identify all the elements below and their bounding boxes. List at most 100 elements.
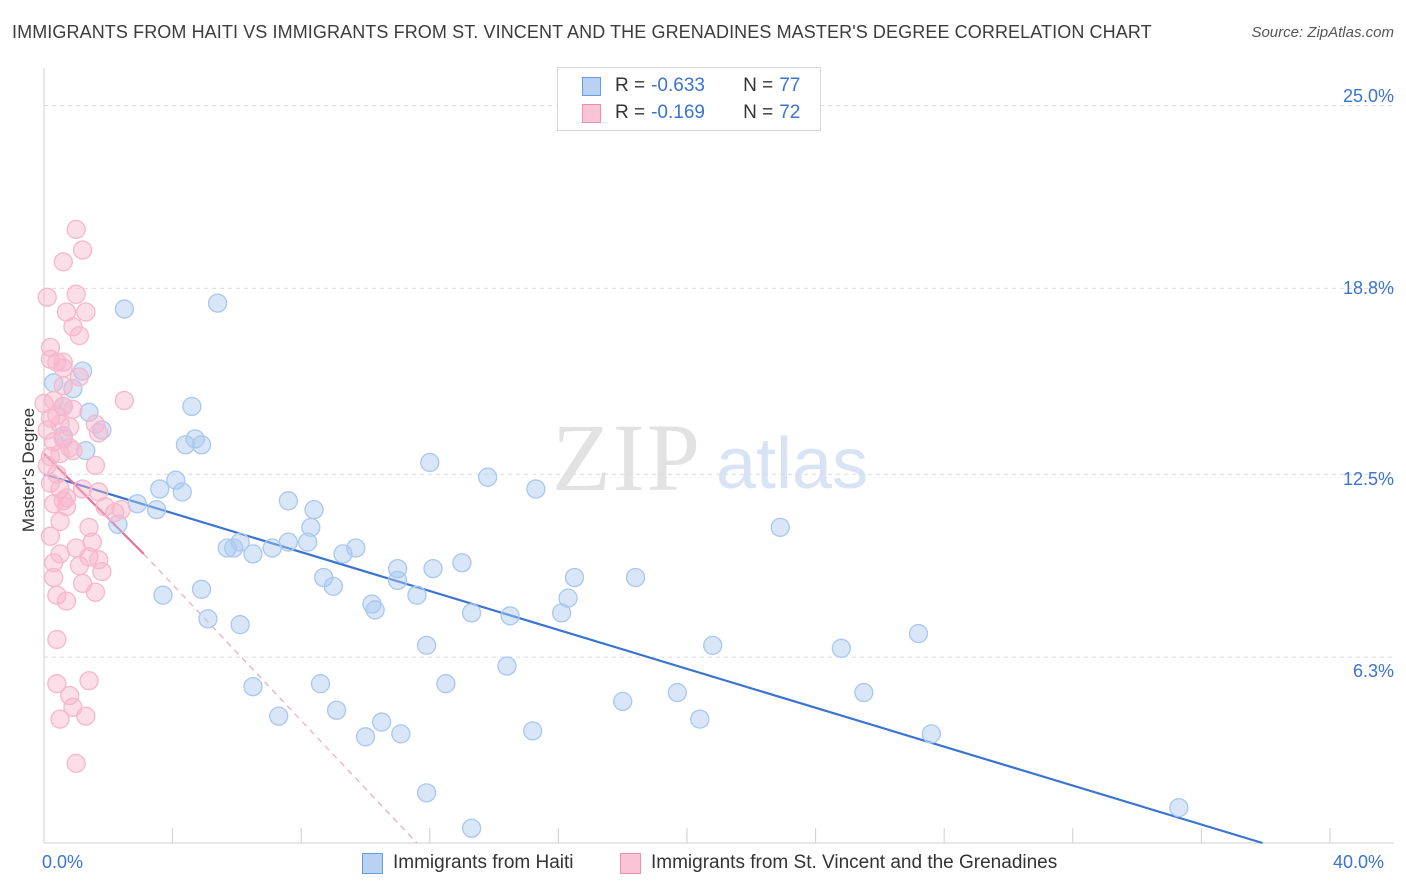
- haiti-point: [420, 452, 440, 473]
- n-value: 77: [779, 75, 801, 96]
- haiti-point: [269, 706, 289, 726]
- haiti-point: [416, 783, 437, 803]
- haiti-point: [278, 532, 298, 552]
- stvincent-point: [53, 491, 73, 511]
- r-value: -0.169: [651, 102, 705, 123]
- stvincent-point: [89, 423, 109, 443]
- stvincent-point: [92, 561, 112, 582]
- haiti-point: [625, 567, 646, 588]
- haiti-point: [297, 532, 318, 552]
- haiti-point: [770, 517, 790, 537]
- haiti-point: [278, 491, 298, 511]
- haiti-point: [127, 494, 147, 514]
- stvincent-point: [56, 591, 77, 611]
- haiti-point: [72, 361, 93, 381]
- data-points: [34, 219, 1189, 838]
- stvincent-point: [72, 240, 93, 260]
- haiti-point: [198, 609, 218, 629]
- stvincent-trend-extension: [143, 553, 418, 844]
- haiti-point: [436, 674, 456, 694]
- haiti-point: [108, 514, 128, 535]
- haiti-point: [452, 553, 472, 573]
- stvincent-point: [82, 532, 102, 552]
- stvincent-point: [114, 390, 135, 411]
- legend-item-stvincent: Immigrants from St. Vincent and the Gren…: [620, 852, 1057, 874]
- haiti-point: [667, 682, 688, 703]
- haiti-legend-swatch: [362, 852, 383, 874]
- stvincent-legend-label: Immigrants from St. Vincent and the Gren…: [651, 852, 1058, 873]
- haiti-point: [310, 674, 331, 694]
- stvincent-point: [53, 352, 73, 372]
- stvincent-point: [53, 376, 73, 396]
- stvincent-point: [76, 302, 96, 322]
- stats-legend-row-haiti: R = -0.633 N = 77: [582, 74, 800, 98]
- stvincent-point: [40, 526, 61, 546]
- y-tick-label: 6.3%: [1352, 661, 1394, 681]
- haiti-point: [461, 603, 482, 623]
- haiti-point: [362, 594, 382, 614]
- haiti-point: [703, 635, 723, 655]
- r-label: R =: [615, 75, 646, 96]
- stvincent-legend-swatch: [620, 852, 641, 874]
- haiti-point: [207, 293, 228, 313]
- stats-legend: R = -0.633 N = 77 R = -0.169 N = 72: [557, 67, 821, 131]
- haiti-point: [908, 623, 929, 644]
- x-tick-label-min: 0.0%: [42, 852, 84, 872]
- haiti-point: [146, 499, 167, 520]
- haiti-point: [423, 559, 443, 579]
- stvincent-point: [47, 674, 67, 694]
- haiti-point: [497, 656, 517, 676]
- stvincent-point: [69, 367, 90, 387]
- stvincent-point: [43, 553, 64, 573]
- haiti-point: [150, 479, 170, 499]
- chart-title: IMMIGRANTS FROM HAITI VS IMMIGRANTS FROM…: [12, 22, 1152, 42]
- stvincent-point: [72, 479, 93, 499]
- r-label: R =: [615, 102, 646, 123]
- y-axis-label: Master's Degree: [19, 407, 38, 533]
- stats-legend-row-stvincent: R = -0.169 N = 72: [582, 101, 800, 125]
- stvincent-point: [85, 455, 106, 476]
- grid-lines: [44, 105, 1394, 658]
- haiti-point: [182, 396, 202, 417]
- haiti-point: [500, 606, 520, 626]
- haiti-point: [262, 538, 282, 558]
- r-value: -0.633: [651, 75, 705, 96]
- haiti-point: [558, 588, 578, 608]
- haiti-point: [1169, 797, 1189, 818]
- stvincent-point: [37, 420, 57, 440]
- watermark-zip: ZIP: [552, 404, 702, 511]
- haiti-point: [191, 435, 212, 455]
- haiti-swatch: [582, 76, 601, 96]
- stvincent-point: [66, 538, 86, 558]
- haiti-point: [172, 482, 192, 502]
- haiti-point: [407, 585, 427, 605]
- stvincent-point: [79, 671, 99, 691]
- haiti-legend-label: Immigrants from Haiti: [393, 852, 574, 873]
- haiti-point: [301, 517, 321, 537]
- source-label: Source: ZipAtlas.com: [1251, 24, 1394, 41]
- stvincent-point: [66, 284, 86, 304]
- haiti-point: [387, 570, 408, 591]
- stvincent-trend-line: [43, 452, 145, 555]
- stvincent-swatch: [582, 103, 601, 123]
- haiti-point: [365, 600, 385, 620]
- trend-lines: [43, 452, 1263, 845]
- haiti-trend-line: [43, 473, 1263, 845]
- haiti-point: [191, 579, 212, 599]
- x-tick-label-max: 40.0%: [1333, 852, 1385, 872]
- stvincent-point: [63, 317, 83, 337]
- haiti-point: [921, 724, 941, 744]
- stvincent-point: [53, 252, 73, 272]
- haiti-point: [371, 712, 392, 732]
- stvincent-point: [47, 405, 67, 425]
- haiti-point: [461, 818, 482, 838]
- haiti-point: [153, 585, 173, 605]
- stvincent-point: [37, 287, 57, 307]
- haiti-point: [478, 467, 498, 487]
- haiti-point: [355, 727, 376, 747]
- n-label: N =: [743, 102, 774, 123]
- haiti-point: [854, 682, 874, 703]
- stvincent-point: [89, 550, 109, 570]
- stvincent-point: [63, 399, 83, 420]
